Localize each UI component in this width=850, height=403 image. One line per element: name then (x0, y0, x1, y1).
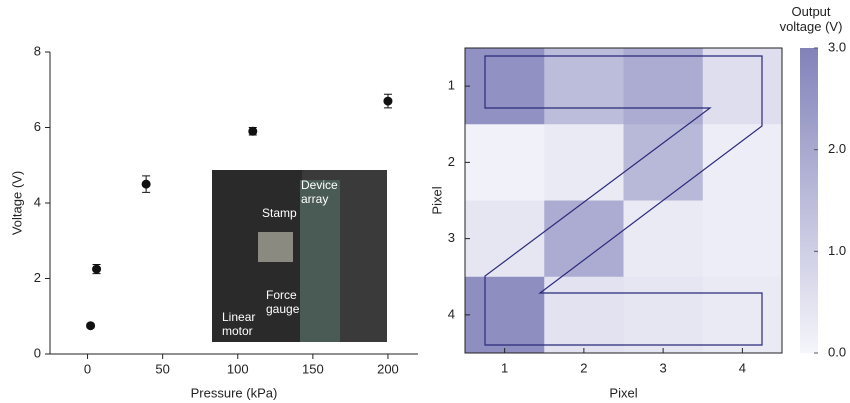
data-point (248, 126, 258, 136)
heatmap-cell (544, 48, 624, 125)
x-tick-label: 50 (155, 361, 169, 376)
photo-inset (212, 170, 387, 342)
data-point (86, 321, 96, 331)
x-tick-label: 100 (227, 361, 249, 376)
heatmap-cell (702, 276, 783, 354)
y-tick-label: 2 (34, 270, 41, 285)
heatmap-cell (465, 276, 545, 354)
colorbar-tick-label: 3.0 (828, 39, 846, 54)
x-tick-label: 2 (580, 360, 587, 375)
y-axis-label: Pixel (429, 186, 444, 214)
x-axis-label: Pixel (609, 385, 637, 400)
heatmap-cell (544, 200, 624, 278)
colorbar-title: Output voltage (V) (779, 4, 843, 34)
heatmap-cell (623, 48, 704, 125)
heatmap-cell (544, 124, 624, 201)
heatmap-cell (702, 124, 783, 201)
y-tick-label: 6 (34, 119, 41, 134)
heatmap-cell (465, 48, 545, 125)
heatmap-cell (623, 124, 704, 201)
heatmap-cell (465, 200, 545, 278)
y-axis-label: Voltage (V) (9, 171, 24, 235)
y-tick-label: 2 (448, 154, 455, 169)
y-tick-label: 4 (448, 306, 455, 321)
data-point (383, 96, 393, 106)
y-tick-label: 8 (34, 43, 41, 58)
heatmap-cell (702, 48, 783, 125)
x-tick-label: 150 (302, 361, 324, 376)
x-tick-label: 3 (660, 360, 667, 375)
y-tick-label: 3 (448, 230, 455, 245)
heatmap-cell (544, 276, 624, 354)
y-tick-label: 0 (34, 345, 41, 360)
x-tick-label: 0 (84, 361, 91, 376)
x-tick-label: 200 (377, 361, 399, 376)
colorbar-tick-label: 2.0 (828, 141, 846, 156)
z-outline (484, 55, 763, 346)
x-tick-label: 4 (739, 360, 746, 375)
data-point (141, 179, 151, 189)
annotation: Stamp (262, 206, 297, 220)
annotation: Force gauge (266, 288, 300, 316)
data-point (92, 264, 102, 274)
plot-frame (464, 47, 783, 354)
colorbar-tick-label: 1.0 (828, 243, 846, 258)
annotation: Linear motor (222, 310, 255, 338)
heatmap-cell (465, 124, 545, 201)
x-tick-label: 1 (501, 360, 508, 375)
heatmap-cell (702, 200, 783, 278)
colorbar (800, 48, 818, 353)
heatmap-cell (623, 276, 704, 354)
y-tick-label: 1 (448, 78, 455, 93)
photo-part (258, 232, 293, 262)
y-tick-label: 4 (34, 194, 41, 209)
heatmap-cell (623, 200, 704, 278)
colorbar-tick-label: 0.0 (828, 344, 846, 359)
annotation: Device array (301, 178, 338, 206)
photo-part (300, 180, 340, 342)
x-axis-label: Pressure (kPa) (191, 385, 278, 400)
